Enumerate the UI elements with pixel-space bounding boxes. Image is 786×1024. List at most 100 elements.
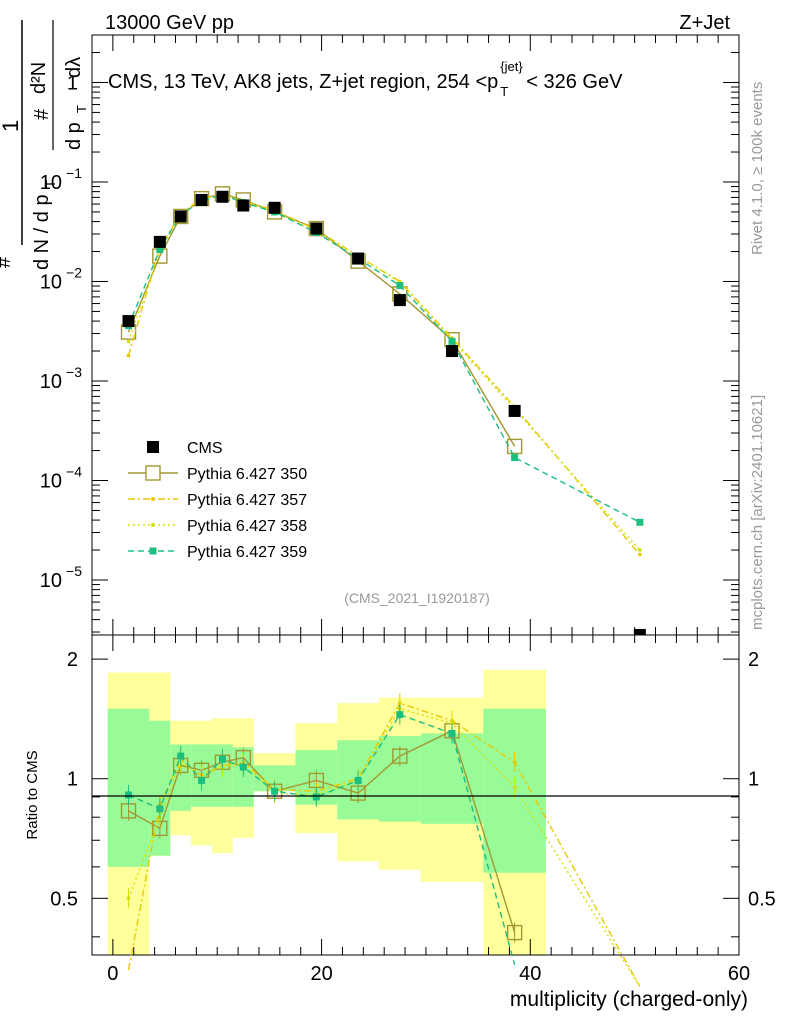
cms-point: [446, 345, 459, 358]
y-tick-label: 10: [40, 470, 62, 492]
legend-cms-marker: [147, 441, 159, 453]
cms-point: [633, 629, 646, 635]
svg-text:T: T: [74, 105, 89, 113]
main-axis-ticks: 110−110−210−310−410−5: [40, 34, 740, 635]
header-right: Z+Jet: [679, 12, 730, 34]
ratio-line-3: [128, 713, 516, 966]
legend-marker: [151, 497, 155, 501]
legend-label: CMS: [187, 440, 223, 457]
ratio-y-tick-label: 0.5: [50, 888, 78, 910]
ratio-marker-359: [156, 805, 164, 813]
x-axis-label: multiplicity (charged-only): [510, 988, 748, 1011]
main-marker-359: [448, 337, 456, 345]
main-marker-357: [638, 552, 642, 557]
y-tick-label: 10: [40, 271, 62, 293]
ratio-marker: [512, 785, 517, 790]
svg-text:d²N: d²N: [28, 62, 50, 94]
legend-marker: [151, 523, 155, 527]
cms-point: [310, 222, 323, 235]
y-tick-exponent: −4: [66, 463, 82, 479]
legend-marker: [149, 547, 157, 555]
x-tick-label: 20: [310, 963, 332, 985]
main-series-group: [120, 186, 646, 635]
ratio-marker-359: [218, 755, 226, 763]
ratio-y-tick-label-right: 0.5: [748, 888, 776, 910]
ratio-marker-350: [506, 924, 523, 941]
y-tick-exponent: −2: [66, 264, 82, 280]
legend-label: Pythia 6.427 358: [187, 518, 307, 535]
ratio-marker: [126, 896, 131, 901]
y-tick-label: 10: [40, 172, 62, 194]
ratio-marker-359: [354, 776, 362, 784]
svg-text:dλ: dλ: [63, 57, 85, 78]
y-tick-label: 1: [67, 72, 78, 94]
svg-text:T: T: [500, 84, 508, 99]
main-ylabel: # 1 d N / d p T # d²N d p T dλ: [0, 20, 89, 270]
main-marker-350: [173, 208, 189, 225]
ratio-marker-359: [312, 793, 320, 801]
main-marker-359: [396, 282, 404, 290]
cms-point: [174, 210, 187, 223]
ratio-ylabel: Ratio to CMS: [24, 750, 41, 839]
legend-label: Pythia 6.427 359: [187, 544, 307, 561]
cms-point: [393, 294, 406, 307]
svg-text:T: T: [43, 180, 58, 188]
ratio-y-tick-label: 2: [67, 649, 78, 671]
y-tick-exponent: −3: [66, 364, 82, 380]
ratio-marker: [512, 760, 517, 765]
cms-point: [508, 404, 521, 417]
mcplots-label: mcplots.cern.ch [arXiv:2401.10621]: [749, 395, 766, 630]
cms-point: [352, 252, 365, 265]
ratio-frame: [91, 634, 740, 956]
y-tick-label: 10: [40, 570, 62, 592]
x-tick-label: 40: [519, 963, 541, 985]
ratio-marker-359: [239, 763, 247, 771]
cms-point: [216, 190, 229, 203]
rivet-label: Rivet 4.1.0, ≥ 100k events: [749, 82, 766, 255]
main-marker-359: [511, 454, 519, 462]
legend: CMS Pythia 6.427 350 Pythia 6.427 357 Pythi…: [128, 440, 307, 561]
header-left: 13000 GeV pp: [105, 12, 234, 34]
green-band-10: [420, 733, 484, 824]
cms-point: [195, 193, 208, 206]
y-tick-exponent: −5: [66, 563, 82, 579]
main-marker-359: [636, 518, 644, 526]
main-marker-357: [126, 353, 131, 358]
ratio-marker: [450, 721, 454, 725]
ratio-y-tick-label-right: 1: [748, 769, 759, 791]
svg-text:d N / d p: d N / d p: [31, 194, 53, 270]
svg-text:{jet}: {jet}: [500, 59, 523, 74]
cms-point: [268, 201, 281, 214]
ratio-axis-ticks: 0.5 0.51 12 20 20 40 60: [50, 635, 776, 985]
cms-point: [122, 315, 135, 328]
cms-point: [237, 199, 250, 212]
svg-text:#: #: [31, 108, 53, 120]
svg-text:d p: d p: [63, 122, 85, 150]
main-marker-358: [126, 339, 131, 344]
ratio-marker-359: [177, 752, 185, 760]
cms-point: [153, 235, 166, 248]
x-tick-label: 0: [107, 963, 118, 985]
ratio-series-group: [120, 693, 641, 987]
ratio-line-0: [128, 729, 516, 933]
main-marker-359: [156, 245, 164, 253]
ratio-marker-359: [271, 787, 279, 795]
y-tick-label: 10: [40, 371, 62, 393]
x-tick-label: 60: [728, 963, 750, 985]
ratio-marker-350: [392, 748, 408, 764]
ratio-y-tick-label-right: 2: [748, 649, 759, 671]
svg-text:< 326 GeV: < 326 GeV: [526, 71, 623, 93]
plot-title: CMS, 13 TeV, AK8 jets, Z+jet region, 254…: [108, 59, 623, 99]
y-tick-exponent: −1: [66, 165, 82, 181]
legend-label: Pythia 6.427 357: [187, 492, 307, 509]
analysis-watermark: (CMS_2021_I1920187): [344, 590, 490, 606]
ratio-marker-359: [125, 791, 133, 799]
legend-marker: [145, 465, 161, 481]
svg-text:CMS, 13 TeV, AK8 jets, Z+jet r: CMS, 13 TeV, AK8 jets, Z+jet region, 254…: [108, 71, 498, 93]
ratio-marker-359: [198, 776, 206, 784]
main-marker-358: [638, 548, 642, 552]
ratio-y-tick-label: 1: [67, 769, 78, 791]
svg-text:#: #: [0, 256, 15, 268]
green-band-2: [170, 744, 192, 811]
